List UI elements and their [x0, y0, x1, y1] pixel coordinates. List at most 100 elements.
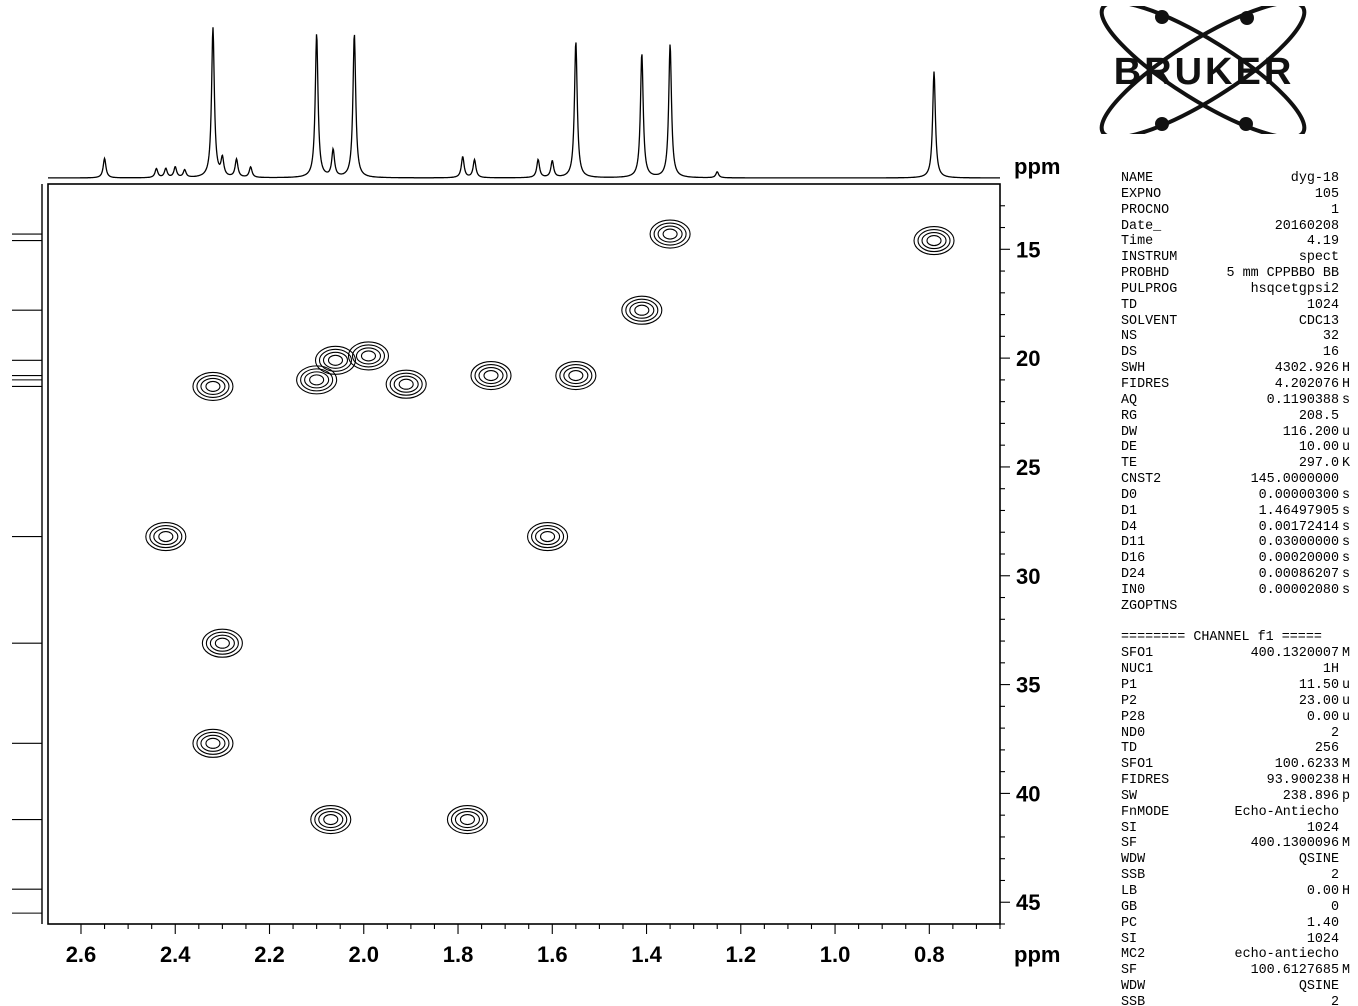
parameter-value: 238.896 [1282, 788, 1339, 804]
parameter-row: TD 1024 [1121, 298, 1358, 314]
cross-peak [192, 371, 234, 401]
parameter-value: 5 mm CPPBBO BB [1226, 266, 1340, 282]
parameter-row: PC 1.40 [1121, 916, 1358, 932]
parameter-value: 0.00020000 [1258, 551, 1339, 567]
parameter-unit: s [1342, 535, 1351, 551]
y-tick-label: 15 [1016, 237, 1040, 262]
parameter-key: D24 [1121, 567, 1146, 583]
parameter-key: TD [1121, 741, 1138, 757]
parameter-unit: u [1342, 693, 1351, 709]
parameter-unit [1339, 345, 1354, 361]
parameter-value: 0.1190388 [1266, 392, 1339, 408]
parameter-key: CNST2 [1121, 472, 1162, 488]
parameter-value: 1024 [1306, 297, 1339, 313]
parameter-unit [1339, 266, 1354, 282]
parameter-key: SI [1121, 820, 1138, 836]
parameter-unit [1339, 250, 1354, 266]
parameter-unit [1339, 187, 1354, 203]
parameter-row: FnMODE Echo-Antiecho [1121, 805, 1358, 821]
parameter-key: D0 [1121, 487, 1138, 503]
cross-peak [310, 804, 352, 835]
parameter-key: DW [1121, 424, 1138, 440]
y-tick-label: 20 [1016, 346, 1040, 371]
parameter-value: 0.00002080 [1258, 582, 1339, 598]
parameter-key: PULPROG [1121, 281, 1178, 297]
parameter-unit [1339, 234, 1354, 250]
parameter-value: 100.6127685 [1250, 963, 1339, 979]
parameter-row: FIDRES 4.202076 H [1121, 377, 1358, 393]
parameter-value: 1H [1322, 662, 1339, 678]
parameter-key: MC2 [1121, 947, 1146, 963]
parameter-key: D1 [1121, 503, 1138, 519]
parameter-unit [1339, 805, 1354, 821]
x-tick-label: 2.6 [66, 942, 97, 967]
parameter-key: DE [1121, 440, 1138, 456]
parameter-key: P28 [1121, 709, 1146, 725]
parameter-unit: p [1342, 788, 1351, 804]
y-axis: 15 20 25 30 35 40 45 [1000, 205, 1040, 925]
parameter-unit [1339, 916, 1354, 932]
parameter-value: 1024 [1306, 931, 1339, 947]
parameter-unit [1339, 219, 1354, 235]
parameter-row: TD 256 [1121, 741, 1358, 757]
x-tick-label: 1.2 [725, 942, 756, 967]
parameter-key: INSTRUM [1121, 250, 1178, 266]
parameter-row: SOLVENT CDC13 [1121, 314, 1358, 330]
parameter-value: 0.03000000 [1258, 535, 1339, 551]
parameter-unit [1339, 932, 1354, 948]
top-axis-label: ppm [1014, 154, 1060, 179]
parameter-unit [1339, 599, 1354, 615]
parameter-value: 0 [1330, 899, 1339, 915]
parameter-key: AQ [1121, 392, 1138, 408]
cross-peak [385, 369, 427, 399]
parameter-unit: u [1342, 678, 1351, 693]
parameter-row: SSB 2 [1121, 995, 1358, 1006]
bruker-logo-icon [1099, 6, 1307, 134]
parameter-value [1207, 599, 1339, 615]
parameter-row: WDW QSINE [1121, 852, 1358, 868]
parameter-row: SFO1 400.1320007 M [1121, 646, 1358, 662]
parameter-key: SSB [1121, 868, 1146, 884]
x-tick-label: 2.2 [254, 942, 285, 967]
parameter-unit: K [1342, 456, 1351, 472]
y-tick-label: 25 [1016, 455, 1040, 480]
parameter-key: IN0 [1121, 582, 1146, 598]
parameter-row: PROCNO 1 [1121, 203, 1358, 219]
parameter-value: 208.5 [1298, 408, 1339, 424]
parameter-unit: s [1342, 392, 1351, 408]
channel-header: ======== CHANNEL f1 ===== [1121, 630, 1322, 646]
parameter-row: D11 0.03000000 s [1121, 535, 1358, 551]
parameter-unit: H [1342, 361, 1351, 377]
parameter-row: INSTRUM spect [1121, 250, 1358, 266]
cross-peak [527, 522, 569, 552]
parameter-key: EXPNO [1121, 186, 1162, 202]
parameter-unit: s [1342, 551, 1351, 567]
cross-peak [192, 728, 234, 758]
parameter-row: SF 400.1300096 M [1121, 836, 1358, 852]
parameter-row: LB 0.00 H [1121, 884, 1358, 900]
parameter-row: Date_ 20160208 [1121, 219, 1358, 235]
parameter-key: PROBHD [1121, 266, 1170, 282]
parameter-value: 0.00 [1306, 883, 1339, 899]
x-tick-label: 1.0 [820, 942, 851, 967]
parameter-row: WDW QSINE [1121, 979, 1358, 995]
parameter-unit [1339, 947, 1354, 963]
parameter-row: PROBHD 5 mm CPPBBO BB [1121, 266, 1358, 282]
parameter-unit [1339, 409, 1354, 425]
parameter-row: D1 1.46497905 s [1121, 504, 1358, 520]
parameter-value: 0.00086207 [1258, 567, 1339, 583]
parameter-row: D16 0.00020000 s [1121, 551, 1358, 567]
parameter-value: 1 [1330, 202, 1339, 218]
parameter-row: SI 1024 [1121, 932, 1358, 948]
parameter-value: 4.202076 [1274, 376, 1339, 392]
parameter-value: 93.900238 [1266, 773, 1339, 789]
parameter-key: FIDRES [1121, 773, 1170, 789]
x-tick-label: 1.6 [537, 942, 568, 967]
parameter-key: SI [1121, 931, 1138, 947]
parameter-row: DE 10.00 u [1121, 440, 1358, 456]
cross-peak [621, 295, 663, 325]
parameter-unit: s [1342, 567, 1351, 583]
parameter-key: NAME [1121, 171, 1154, 186]
parameter-value: QSINE [1298, 979, 1339, 995]
cross-peak [347, 341, 390, 371]
